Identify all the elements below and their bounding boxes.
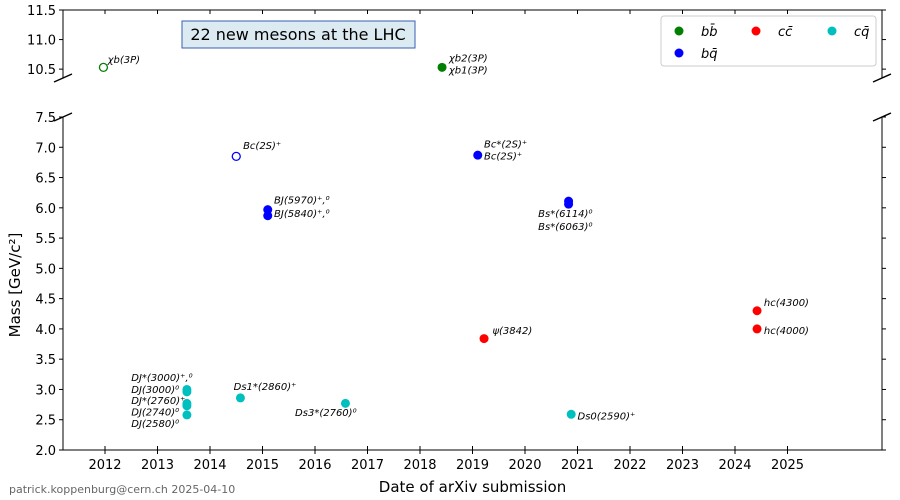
x-tick-label: 2022 <box>613 458 646 473</box>
legend-marker <box>751 26 761 36</box>
point-label: DJ*(3000)⁺,⁰ <box>131 373 192 384</box>
data-point <box>98 62 109 73</box>
point-label: DJ*(2760)⁺ <box>131 396 185 407</box>
point-label: Bs*(6114)⁰ <box>538 209 592 220</box>
legend-marker <box>827 26 837 36</box>
title-box <box>181 20 416 49</box>
x-tick-label: 2020 <box>508 458 541 473</box>
data-point <box>566 409 576 419</box>
point-label: Bc*(2S)⁺ <box>484 139 527 150</box>
data-point <box>235 393 245 403</box>
point-label: DJ(2740)⁰ <box>131 407 179 418</box>
y-tick-label: 11.0 <box>27 34 56 49</box>
y-axis-title: Mass [GeV/c²] <box>6 233 24 338</box>
point-label: hc(4300) <box>764 298 809 309</box>
x-tick-label: 2017 <box>351 458 384 473</box>
x-tick-label: 2025 <box>771 458 804 473</box>
x-tick-label: 2015 <box>246 458 279 473</box>
chart-title: 22 new mesons at the LHC <box>190 25 405 44</box>
y-tick-label: 2.0 <box>35 444 56 459</box>
axis-break-mark <box>53 73 73 83</box>
legend-marker <box>674 26 684 36</box>
data-point <box>479 334 489 344</box>
point-label: ψ(3842) <box>492 326 532 337</box>
point-label: BJ(5840)⁺,⁰ <box>274 209 330 220</box>
point-label: Ds1*(2860)⁺ <box>234 382 297 393</box>
x-tick-label: 2023 <box>666 458 699 473</box>
data-point <box>752 324 762 334</box>
x-tick-label: 2016 <box>298 458 331 473</box>
y-tick-label: 7.0 <box>35 141 56 156</box>
y-tick-label: 3.0 <box>35 383 56 398</box>
legend-label: cq̄ <box>854 25 869 40</box>
point-label: DJ(2580)⁰ <box>131 419 179 430</box>
point-label: χb1(3P) <box>448 65 488 76</box>
point-label: χb2(3P) <box>448 53 488 64</box>
data-point <box>564 199 574 209</box>
data-point <box>437 62 447 72</box>
point-label: χb(3P) <box>107 55 140 66</box>
data-point <box>752 306 762 316</box>
legend-label: bb̄ <box>701 25 718 40</box>
point-label: Ds0(2590)⁺ <box>578 412 636 423</box>
y-tick-label: 5.5 <box>35 232 56 247</box>
x-tick-label: 2012 <box>88 458 121 473</box>
point-label: Bs*(6063)⁰ <box>538 222 592 233</box>
x-tick-label: 2024 <box>718 458 751 473</box>
point-label: Bc(2S)⁺ <box>484 151 522 162</box>
point-label: Ds3*(2760)⁰ <box>295 408 357 419</box>
data-point <box>182 387 192 397</box>
data-point <box>340 398 350 408</box>
y-tick-label: 4.5 <box>35 293 56 308</box>
x-tick-label: 2013 <box>141 458 174 473</box>
data-point <box>182 410 192 420</box>
legend-marker <box>674 48 684 58</box>
point-label: DJ(3000)⁰ <box>131 385 179 396</box>
data-point <box>182 401 192 411</box>
y-tick-label: 6.0 <box>35 202 56 217</box>
footer-credit: patrick.koppenburg@cern.ch 2025-04-10 <box>9 483 235 496</box>
y-tick-label: 2.5 <box>35 414 56 429</box>
y-tick-label: 5.0 <box>35 262 56 277</box>
axis-break-mark <box>872 73 892 83</box>
y-tick-label: 6.5 <box>35 172 56 187</box>
legend-label: cc̄ <box>778 25 793 40</box>
y-tick-label: 11.5 <box>27 4 56 19</box>
legend-box <box>660 15 877 67</box>
legend-label: bq̄ <box>701 47 718 62</box>
x-tick-label: 2018 <box>403 458 436 473</box>
y-tick-label: 3.5 <box>35 353 56 368</box>
x-axis-title: Date of arXiv submission <box>379 478 566 496</box>
x-tick-label: 2014 <box>193 458 226 473</box>
data-point <box>473 150 483 160</box>
point-label: BJ(5970)⁺,⁰ <box>274 196 330 207</box>
data-point <box>263 211 273 221</box>
x-tick-label: 2021 <box>561 458 594 473</box>
y-tick-label: 7.5 <box>35 111 56 126</box>
x-tick-label: 2019 <box>456 458 489 473</box>
point-label: Bc(2S)⁺ <box>243 141 281 152</box>
data-point <box>231 151 241 162</box>
point-label: hc(4000) <box>764 326 809 337</box>
y-tick-label: 4.0 <box>35 323 56 338</box>
y-tick-label: 10.5 <box>27 63 56 78</box>
